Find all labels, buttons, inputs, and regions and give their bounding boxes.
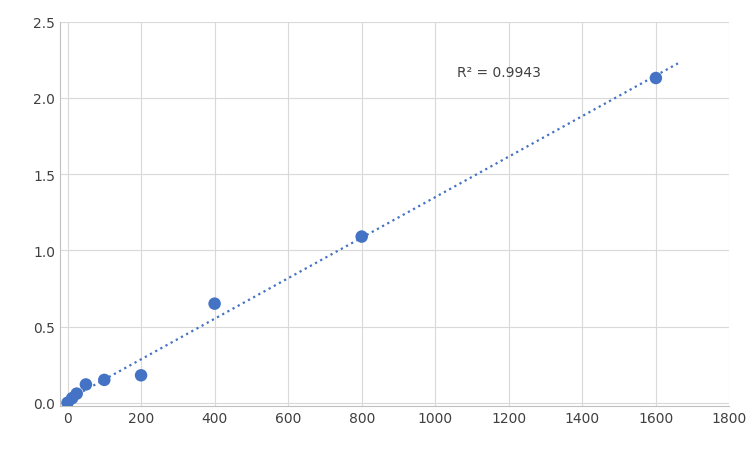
- Point: [208, 300, 220, 308]
- Point: [99, 377, 111, 384]
- Point: [66, 395, 78, 402]
- Point: [356, 234, 368, 241]
- Point: [135, 372, 147, 379]
- Point: [80, 381, 92, 388]
- Point: [71, 390, 83, 397]
- Point: [650, 75, 662, 83]
- Text: R² = 0.9943: R² = 0.9943: [457, 66, 541, 80]
- Point: [62, 399, 74, 406]
